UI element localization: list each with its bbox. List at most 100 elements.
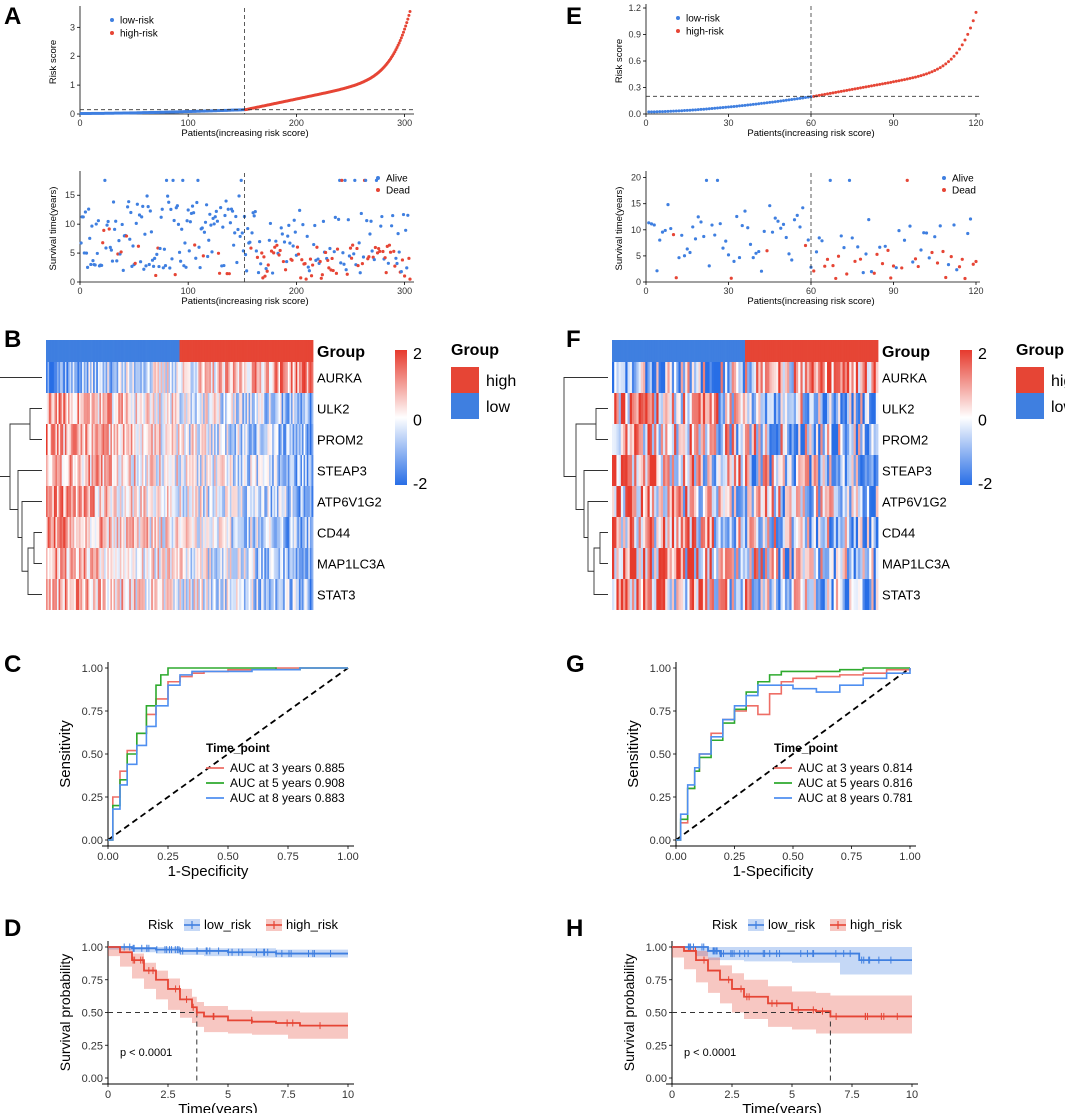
heatmap-cell	[780, 517, 784, 548]
heatmap-cell	[71, 424, 74, 455]
heatmap-cell	[69, 424, 72, 455]
heatmap-cell	[192, 424, 195, 455]
group-annotation-cell	[833, 340, 837, 362]
heatmap-cell	[846, 548, 850, 579]
heatmap-cell	[232, 486, 235, 517]
heatmap-cell	[778, 548, 781, 579]
heatmap-cell	[187, 424, 190, 455]
dead-point	[304, 277, 308, 281]
group-annotation-cell	[184, 340, 187, 362]
heatmap-cell	[769, 393, 772, 424]
heatmap-cell	[782, 579, 786, 610]
heatmap-cell	[118, 393, 121, 424]
heatmap-cell	[281, 362, 284, 393]
heatmap-cell	[122, 393, 125, 424]
heatmap-cell	[295, 486, 298, 517]
dead-point	[963, 276, 967, 281]
heatmap-cell	[174, 455, 177, 486]
heatmap-cell	[709, 486, 713, 517]
heatmap-cell	[762, 579, 766, 610]
heatmap-cell	[107, 362, 110, 393]
heatmap-cell	[55, 486, 58, 517]
low-risk-point	[784, 98, 788, 102]
heatmap-cell	[311, 393, 314, 424]
heatmap-cell	[303, 517, 306, 548]
heatmap-cell	[130, 548, 133, 579]
heatmap-cell	[96, 486, 99, 517]
heatmap-cell	[124, 517, 127, 548]
heatmap-cell	[273, 548, 276, 579]
heatmap-cell	[203, 517, 206, 548]
x-tick-label: 10	[906, 1089, 918, 1101]
heatmap-cell	[718, 548, 722, 579]
dead-point	[373, 245, 377, 250]
alive-point	[820, 239, 824, 243]
heatmap-cell	[193, 424, 196, 455]
heatmap-cell	[640, 455, 644, 486]
group-annotation-cell	[258, 340, 260, 362]
alive-point	[735, 214, 739, 219]
alive-point	[176, 222, 181, 226]
heatmap-cell	[747, 486, 750, 517]
low-risk-point	[694, 108, 697, 112]
alive-point	[754, 251, 758, 255]
heatmap-cell	[91, 486, 94, 517]
heatmap-cell	[203, 455, 206, 486]
heatmap-cell	[807, 362, 810, 393]
dead-point	[266, 263, 270, 267]
gene-label: ATP6V1G2	[882, 495, 947, 510]
heatmap-cell	[742, 424, 746, 455]
high-risk-point	[881, 82, 884, 86]
heatmap-cell	[248, 486, 251, 517]
panel-letter-b: B	[4, 326, 21, 353]
heatmap-cell	[729, 455, 733, 486]
heatmap-cell	[800, 393, 804, 424]
alive-point	[253, 210, 257, 214]
heatmap-cell	[220, 579, 223, 610]
heatmap-cell	[201, 486, 204, 517]
dead-point	[367, 255, 371, 259]
heatmap-cell	[749, 517, 753, 548]
heatmap-cell	[100, 393, 103, 424]
heatmap-cell	[687, 517, 690, 548]
high-risk-point	[403, 27, 407, 31]
alive-point	[748, 242, 753, 246]
group-annotation-cell	[116, 340, 119, 362]
heatmap-cell	[130, 455, 133, 486]
heatmap-cell	[284, 393, 287, 424]
heatmap-cell	[289, 393, 292, 424]
heatmap-cell	[835, 362, 839, 393]
alive-point	[146, 205, 150, 209]
alive-point	[357, 241, 361, 245]
heatmap-cell	[83, 486, 86, 517]
heatmap-cell	[853, 548, 857, 579]
low-risk-point	[688, 108, 692, 112]
heatmap-cell	[749, 455, 753, 486]
heatmap-cell	[725, 548, 728, 579]
group-annotation-cell	[298, 340, 301, 362]
heatmap-cell	[60, 579, 63, 610]
group-annotation-cell	[72, 340, 75, 362]
heatmap-cell	[171, 517, 174, 548]
alive-point	[856, 245, 860, 249]
high-risk-point	[859, 86, 862, 90]
heatmap-cell	[800, 548, 804, 579]
heatmap-cell	[680, 393, 684, 424]
heatmap-cell	[157, 579, 160, 610]
high-risk-point	[839, 89, 843, 93]
heatmap-cell	[696, 455, 699, 486]
heatmap-cell	[820, 517, 823, 548]
heatmap-cell	[127, 486, 130, 517]
heatmap-cell	[93, 579, 96, 610]
heatmap-cell	[121, 548, 124, 579]
heatmap-cell	[190, 424, 193, 455]
group-annotation-cell	[247, 340, 250, 362]
heatmap-cell	[281, 517, 284, 548]
heatmap-cell	[163, 424, 166, 455]
heatmap-cell	[869, 393, 872, 424]
heatmap-cell	[818, 579, 821, 610]
heatmap-cell	[787, 455, 790, 486]
heatmap-cell	[250, 424, 253, 455]
heatmap-cell	[760, 393, 764, 424]
heatmap-cell	[166, 455, 169, 486]
